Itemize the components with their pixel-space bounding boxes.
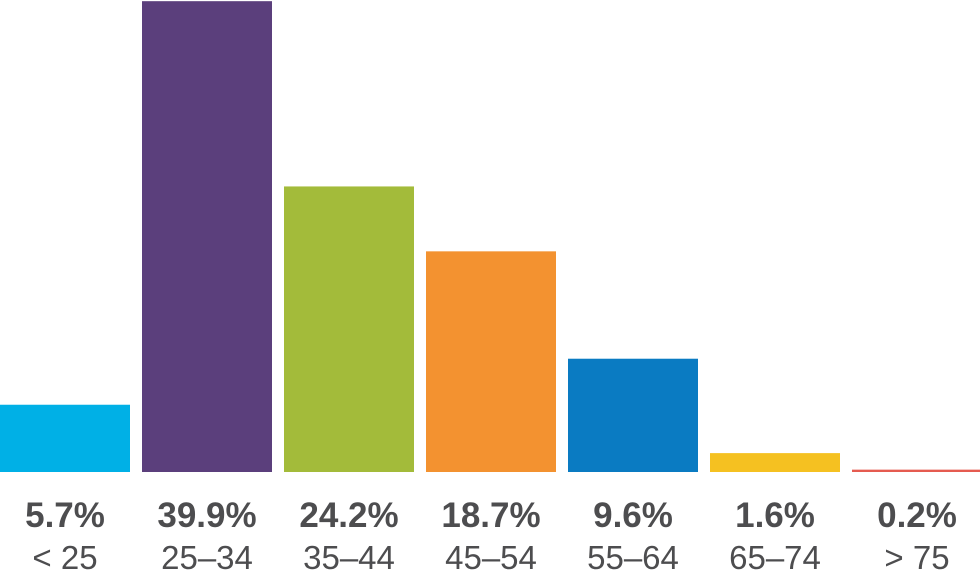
- bars-group: [0, 1, 980, 473]
- value-label-2: 24.2%: [299, 496, 398, 535]
- value-label-3: 18.7%: [441, 496, 540, 535]
- category-label-4: 55–64: [587, 539, 679, 576]
- bar-4: [568, 358, 698, 472]
- value-label-1: 39.9%: [157, 496, 256, 535]
- value-label-0: 5.7%: [25, 496, 105, 535]
- value-label-4: 9.6%: [593, 496, 673, 535]
- value-labels-group: 5.7% 39.9% 24.2% 18.7% 9.6% 1.6% 0.2%: [25, 496, 957, 535]
- category-label-6: > 75: [884, 539, 949, 576]
- bar-2: [284, 186, 414, 472]
- category-label-1: 25–34: [161, 539, 253, 576]
- category-label-5: 65–74: [729, 539, 821, 576]
- bar-3: [426, 251, 556, 472]
- bar-1: [142, 1, 272, 473]
- value-label-6: 0.2%: [877, 496, 957, 535]
- value-label-5: 1.6%: [735, 496, 815, 535]
- category-label-0: < 25: [32, 539, 97, 576]
- category-labels-group: < 25 25–34 35–44 45–54 55–64 65–74 > 75: [32, 539, 949, 576]
- category-label-3: 45–54: [445, 539, 537, 576]
- bar-6: [852, 469, 980, 472]
- bar-0: [0, 404, 130, 472]
- bar-5: [710, 453, 840, 472]
- category-label-2: 35–44: [303, 539, 395, 576]
